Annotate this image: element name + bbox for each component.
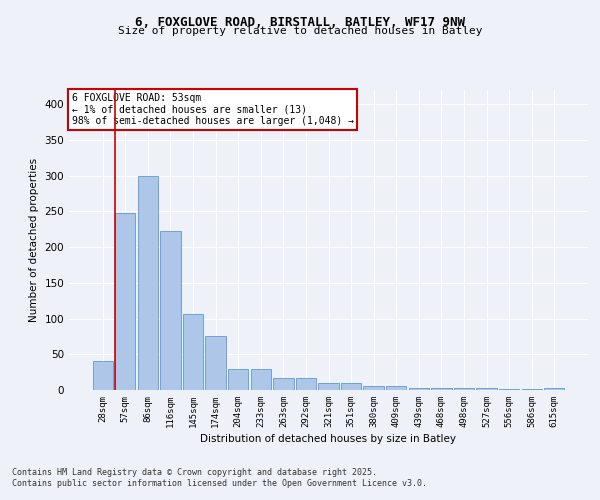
Text: Contains HM Land Registry data © Crown copyright and database right 2025.
Contai: Contains HM Land Registry data © Crown c… [12, 468, 427, 487]
Bar [319, 383, 338, 390]
Bar [115, 213, 136, 390]
Bar [273, 378, 293, 390]
Bar [251, 368, 271, 390]
Bar [138, 176, 158, 390]
Bar [521, 388, 542, 390]
Bar [92, 362, 113, 390]
Bar [228, 368, 248, 390]
Bar [386, 386, 406, 390]
Bar [409, 388, 429, 390]
Text: 6 FOXGLOVE ROAD: 53sqm
← 1% of detached houses are smaller (13)
98% of semi-deta: 6 FOXGLOVE ROAD: 53sqm ← 1% of detached … [71, 93, 353, 126]
Bar [364, 386, 384, 390]
Bar [183, 314, 203, 390]
Y-axis label: Number of detached properties: Number of detached properties [29, 158, 39, 322]
Bar [296, 378, 316, 390]
Bar [205, 336, 226, 390]
Bar [341, 383, 361, 390]
X-axis label: Distribution of detached houses by size in Batley: Distribution of detached houses by size … [200, 434, 457, 444]
Bar [454, 388, 474, 390]
Text: 6, FOXGLOVE ROAD, BIRSTALL, BATLEY, WF17 9NW: 6, FOXGLOVE ROAD, BIRSTALL, BATLEY, WF17… [135, 16, 465, 29]
Bar [544, 388, 565, 390]
Text: Size of property relative to detached houses in Batley: Size of property relative to detached ho… [118, 26, 482, 36]
Bar [431, 388, 452, 390]
Bar [160, 232, 181, 390]
Bar [476, 388, 497, 390]
Bar [499, 388, 519, 390]
